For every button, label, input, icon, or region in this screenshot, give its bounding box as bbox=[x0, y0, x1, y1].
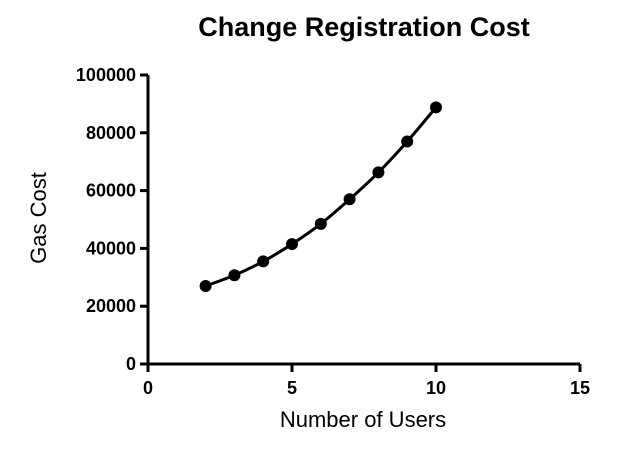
y-tick-label: 100000 bbox=[76, 65, 136, 85]
plot-area bbox=[199, 101, 442, 292]
x-tick-label: 5 bbox=[287, 378, 297, 398]
x-tick-label: 15 bbox=[570, 378, 590, 398]
data-point bbox=[314, 217, 327, 230]
y-tick-label: 60000 bbox=[86, 181, 136, 201]
x-axis-title: Number of Users bbox=[280, 407, 446, 432]
y-tick-label: 0 bbox=[126, 354, 136, 374]
data-point bbox=[228, 269, 241, 282]
data-point bbox=[401, 135, 414, 148]
fit-curve bbox=[205, 106, 438, 288]
y-axis: 0 20000 40000 60000 80000 100000 bbox=[76, 65, 150, 374]
y-axis-title: Gas Cost bbox=[26, 172, 51, 264]
y-tick-label: 20000 bbox=[86, 296, 136, 316]
chart-title: Change Registration Cost bbox=[198, 12, 530, 42]
data-point bbox=[286, 238, 298, 251]
data-point bbox=[343, 193, 356, 206]
x-tick-label: 0 bbox=[143, 378, 153, 398]
y-tick-label: 80000 bbox=[86, 123, 136, 143]
data-point bbox=[199, 279, 212, 292]
y-tick-label: 40000 bbox=[86, 238, 136, 258]
data-point bbox=[257, 255, 270, 268]
x-tick-label: 10 bbox=[426, 378, 446, 398]
x-axis: 0 5 10 15 bbox=[143, 362, 590, 398]
data-point bbox=[372, 166, 385, 179]
data-point bbox=[430, 101, 442, 114]
